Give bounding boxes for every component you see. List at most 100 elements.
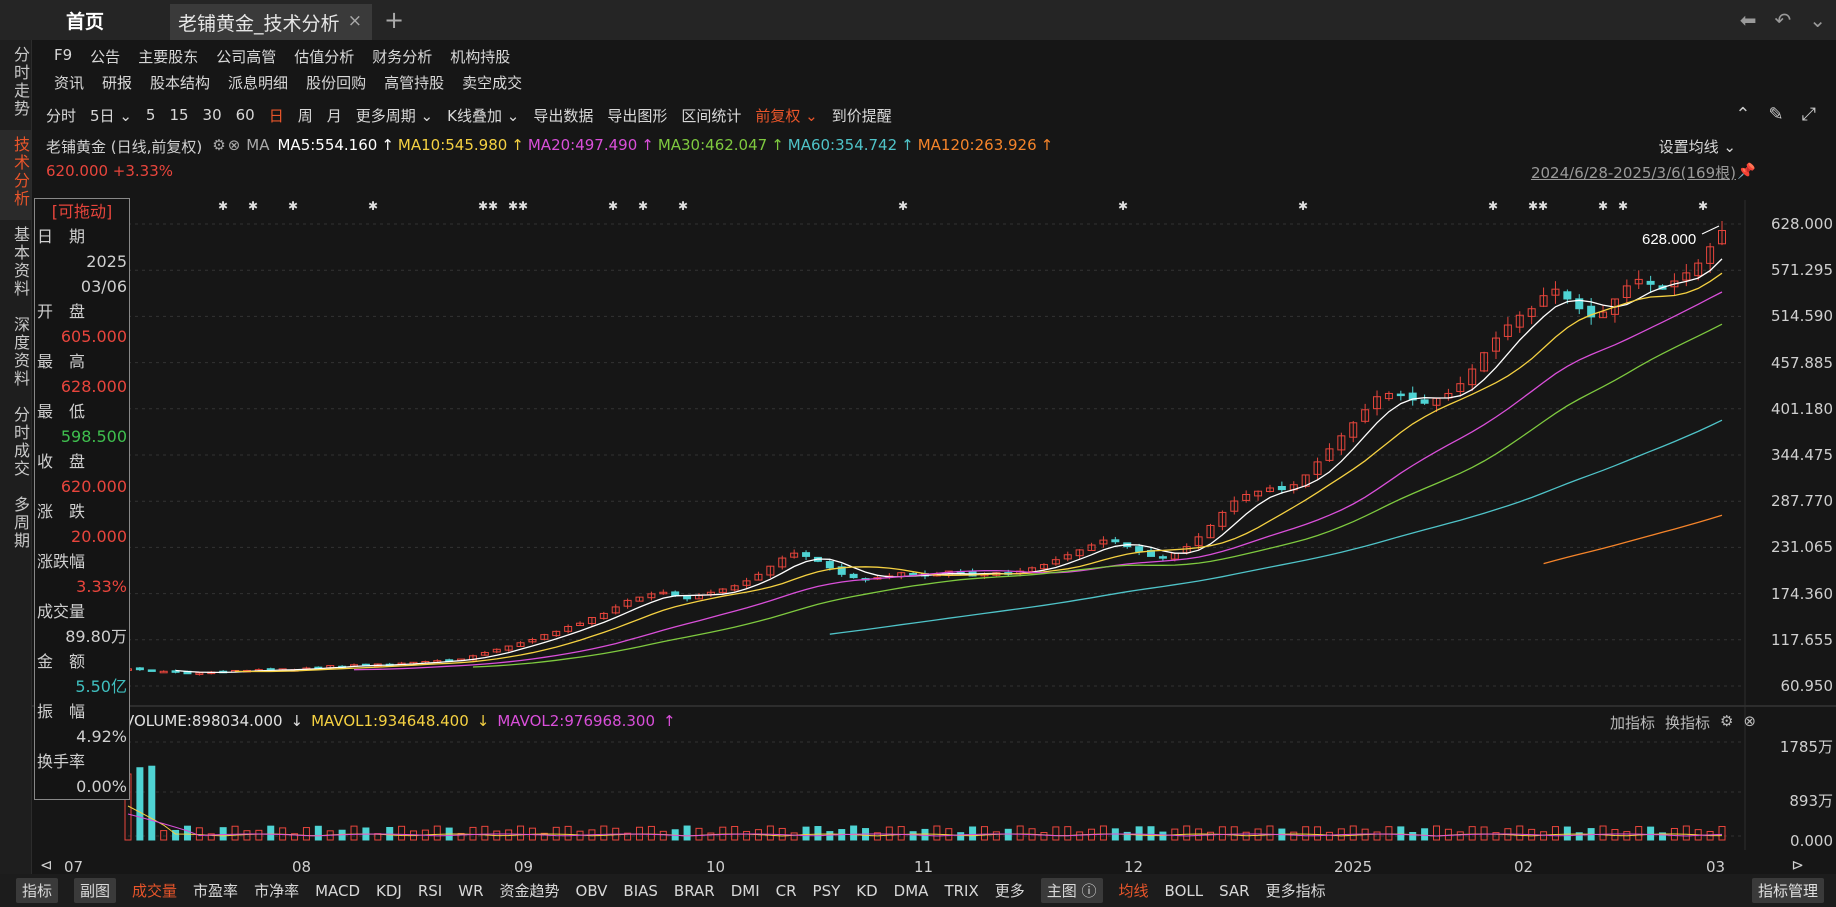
price-tick: 628.000 <box>1770 215 1833 233</box>
volume-bar <box>255 829 263 841</box>
data-window-title[interactable]: [可拖动] <box>51 202 113 221</box>
back-arrow-icon[interactable]: ⬅ <box>1739 8 1757 32</box>
indicator-tab[interactable]: WR <box>458 881 484 900</box>
date-range[interactable]: 2024/6/28-2025/3/6(169根) <box>1530 164 1736 182</box>
left-nav-item[interactable]: 多周期 <box>11 496 30 550</box>
toolbar-item[interactable]: 月 <box>326 106 342 125</box>
indicator-tab[interactable]: 更多 <box>994 882 1025 900</box>
tab-home[interactable]: 首页 <box>65 10 104 33</box>
gear-icon[interactable]: ⚙ <box>1719 712 1734 730</box>
indicator-tab[interactable]: 指标 <box>16 878 59 903</box>
candle <box>837 566 846 575</box>
candle <box>504 645 513 651</box>
menu-item[interactable]: 公司高管 <box>216 48 277 66</box>
expand-icon[interactable]: ⤢ <box>1801 104 1816 125</box>
candle <box>1468 368 1477 386</box>
indicator-tab[interactable]: DMI <box>730 881 760 900</box>
left-nav-item[interactable]: 分时成交 <box>11 406 30 478</box>
left-nav-item[interactable]: 技术分析 <box>0 130 31 220</box>
indicator-tab[interactable]: CR <box>775 881 797 900</box>
indicator-tab[interactable]: RSI <box>417 881 443 900</box>
add-indicator-button[interactable]: 加指标 <box>1609 714 1655 732</box>
toolbar-item[interactable]: 15 <box>169 106 189 124</box>
left-nav-item[interactable]: 分时走势 <box>11 46 30 118</box>
toolbar-item[interactable]: 分时 <box>46 106 77 125</box>
add-tab-icon[interactable]: + <box>384 6 405 34</box>
scroll-right-icon[interactable]: ⊳ <box>1791 856 1804 874</box>
menu-item[interactable]: 股份回购 <box>306 74 367 92</box>
indicator-tab[interactable]: DMA <box>893 881 929 900</box>
indicator-manage-button[interactable]: 指标管理 <box>1751 878 1824 903</box>
menu-item[interactable]: F9 <box>54 46 73 64</box>
toolbar-item[interactable]: 到价提醒 <box>831 106 892 125</box>
toolbar-item[interactable]: 导出数据 <box>533 106 594 125</box>
toolbar-item[interactable]: 60 <box>235 106 255 124</box>
data-window-label: 金 额 <box>37 652 86 671</box>
toolbar-item[interactable]: 导出图形 <box>607 106 668 125</box>
indicator-tab[interactable]: BRAR <box>673 881 715 900</box>
indicator-tab[interactable]: 主图 ⓘ <box>1040 878 1103 903</box>
toolbar-item[interactable]: K线叠加 ⌄ <box>447 106 520 125</box>
indicator-tab[interactable]: 市盈率 <box>193 882 239 900</box>
data-window[interactable]: [可拖动] 日 期 2025 03/06 开 盘 605.000 最 高 628.000 最 … <box>34 198 130 800</box>
indicator-tab[interactable]: BIAS <box>623 881 658 900</box>
toolbar-item[interactable]: 周 <box>297 106 313 125</box>
menu-item[interactable]: 财务分析 <box>372 48 433 66</box>
close-circle-icon[interactable]: ⊗ <box>1743 712 1756 730</box>
indicator-tab[interactable]: 更多指标 <box>1265 882 1326 900</box>
toolbar-item[interactable]: 前复权 ⌄ <box>755 106 818 125</box>
indicator-tab[interactable]: 副图 <box>74 878 117 903</box>
chevron-down-icon[interactable]: ⌄ <box>1809 8 1826 32</box>
left-nav-item[interactable]: 基本资料 <box>11 226 30 298</box>
volume-bar <box>743 830 751 841</box>
left-nav-item[interactable]: 深度资料 <box>11 316 30 388</box>
indicator-tab[interactable]: KD <box>856 881 878 900</box>
collapse-icon[interactable]: ⌃ <box>1735 104 1751 125</box>
indicator-tab[interactable]: 资金趋势 <box>499 882 560 900</box>
gear-icon[interactable]: ⚙ <box>212 136 226 154</box>
ma10-label: MA10:545.980 <box>397 136 508 154</box>
indicator-tab[interactable]: SAR <box>1219 881 1250 900</box>
pin-icon[interactable]: 📌 <box>1737 162 1756 180</box>
toolbar-item[interactable]: 30 <box>202 106 222 124</box>
menu-item[interactable]: 资讯 <box>54 74 85 92</box>
ma20-label: MA20:497.490 <box>527 136 638 154</box>
toolbar-item[interactable]: 日 <box>268 106 284 125</box>
price-tick: 174.360 <box>1770 584 1833 603</box>
ma-settings-button[interactable]: 设置均线 ⌄ <box>1658 138 1736 156</box>
indicator-tab[interactable]: 均线 <box>1118 882 1149 900</box>
tab-stock[interactable]: 老铺黄金_技术分析 × <box>170 4 372 40</box>
toolbar-item[interactable]: 5 <box>145 106 156 124</box>
swap-indicator-button[interactable]: 换指标 <box>1664 714 1710 732</box>
indicator-tab[interactable]: 成交量 <box>132 882 178 900</box>
menu-item[interactable]: 估值分析 <box>294 48 355 66</box>
indicator-tab[interactable]: TRIX <box>944 881 979 900</box>
indicator-tab[interactable]: BOLL <box>1164 881 1204 900</box>
scroll-left-icon[interactable]: ⊲ <box>40 856 53 874</box>
menu-item[interactable]: 高管持股 <box>384 74 445 92</box>
menu-item[interactable]: 机构持股 <box>450 48 511 66</box>
volume-bar <box>921 828 929 841</box>
menu-item[interactable]: 卖空成交 <box>462 74 523 92</box>
toolbar-item[interactable]: 区间统计 <box>681 106 742 125</box>
draw-icon[interactable]: ✎ <box>1768 104 1784 125</box>
toolbar-item[interactable]: 更多周期 ⌄ <box>355 106 434 125</box>
volume-bar <box>1611 829 1619 841</box>
menu-item[interactable]: 派息明细 <box>228 74 289 92</box>
data-window-row: 4.92% <box>35 724 129 749</box>
menu-row-2: 资讯 研报 股本结构 派息明细 股份回购 高管持股 卖空成交 <box>54 72 540 93</box>
indicator-tab[interactable]: PSY <box>812 881 841 900</box>
menu-item[interactable]: 公告 <box>90 48 121 66</box>
indicator-tab[interactable]: 市净率 <box>254 882 300 900</box>
menu-item[interactable]: 股本结构 <box>150 74 211 92</box>
indicator-tab[interactable]: KDJ <box>376 881 402 900</box>
indicator-tab[interactable]: OBV <box>575 881 608 900</box>
close-circle-icon[interactable]: ⊗ <box>227 136 241 154</box>
menu-item[interactable]: 主要股东 <box>138 48 199 66</box>
menu-item[interactable]: 研报 <box>102 74 133 92</box>
close-icon[interactable]: × <box>347 11 362 31</box>
indicator-tab[interactable]: MACD <box>315 881 361 900</box>
undo-icon[interactable]: ↶ <box>1774 8 1792 32</box>
toolbar-item[interactable]: 5日 ⌄ <box>90 106 132 125</box>
